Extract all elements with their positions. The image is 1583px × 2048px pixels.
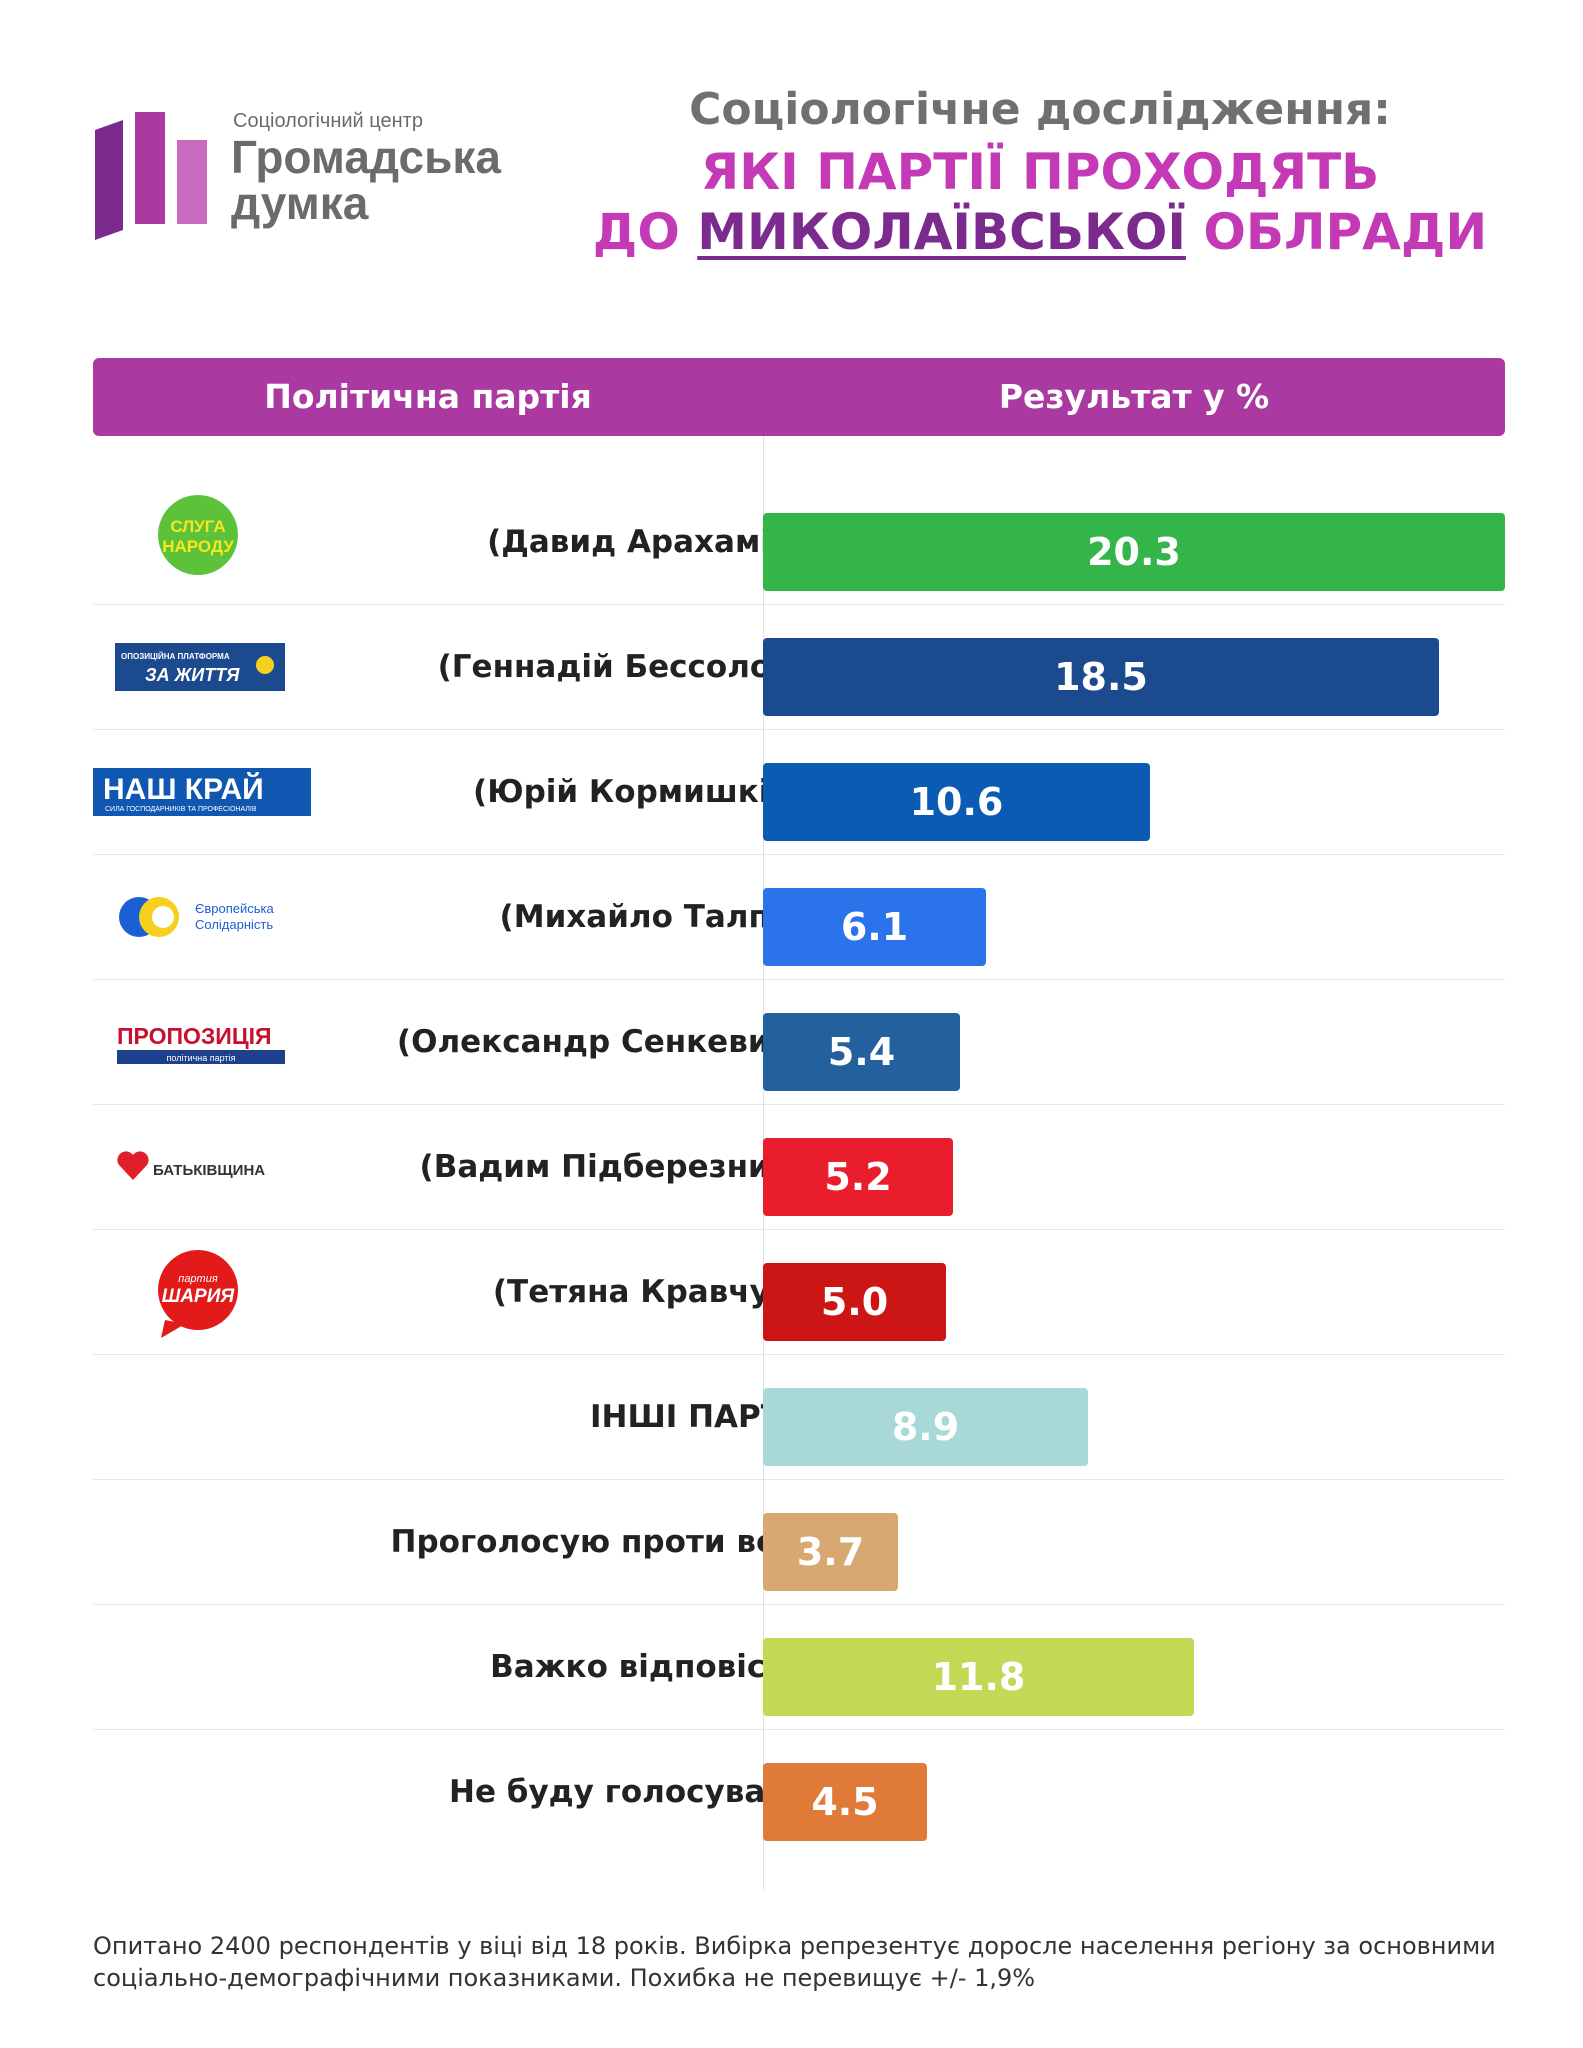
party-logo: Європейська Солідарність (93, 855, 313, 980)
bar: 5.2 (763, 1138, 953, 1216)
chart-row: СЛУГА НАРОДУ (Давид Арахамія) 20.3 (93, 480, 1505, 605)
svg-text:ШАРИЯ: ШАРИЯ (162, 1286, 236, 1307)
table-header: Політична партія Результат у % (93, 358, 1505, 436)
propozytsiia-logo-icon: ПРОПОЗИЦІЯ політична партія (117, 1023, 285, 1064)
svg-text:СЛУГА: СЛУГА (170, 517, 225, 536)
chart-row: ІНШІ ПАРТІЇ 8.9 (93, 1355, 1505, 1480)
headline-line3-pre: ДО (592, 203, 698, 261)
svg-text:НАШ КРАЙ: НАШ КРАЙ (103, 772, 264, 806)
category-label: (Давид Арахамія) (487, 524, 805, 560)
row-separator (93, 729, 1505, 730)
bar: 6.1 (763, 888, 986, 966)
category-label: (Михайло Талпа) (499, 899, 805, 935)
chart-row: ОПОЗИЦІЙНА ПЛАТФОРМА ЗА ЖИТТЯ (Геннадій Бе… (93, 605, 1505, 730)
row-separator (93, 1479, 1505, 1480)
bar: 4.5 (763, 1763, 927, 1841)
svg-text:ПРОПОЗИЦІЯ: ПРОПОЗИЦІЯ (117, 1023, 272, 1049)
bar: 5.4 (763, 1013, 960, 1091)
brand-bars-icon (95, 112, 207, 240)
brand-name: Громадська думка (231, 131, 501, 229)
category-label: Не буду голосувати (449, 1774, 805, 1810)
svg-text:Європейська: Європейська (195, 901, 274, 916)
svg-text:НАРОДУ: НАРОДУ (162, 537, 234, 556)
batkivshchyna-logo-icon: БАТЬКІВЩИНА (117, 1151, 265, 1180)
svg-text:СИЛА ГОСПОДАРНИКІВ ТА ПРОФЕСІО: СИЛА ГОСПОДАРНИКІВ ТА ПРОФЕСІОНАЛІВ (105, 806, 257, 813)
party-logo: СЛУГА НАРОДУ (93, 480, 313, 605)
row-separator (93, 1354, 1505, 1355)
party-logo: ОПОЗИЦІЙНА ПЛАТФОРМА ЗА ЖИТТЯ (93, 605, 313, 730)
bar: 20.3 (763, 513, 1505, 591)
brand-logo: Соціологічний центр Громадська думка (95, 110, 501, 250)
svg-text:ЗА ЖИТТЯ: ЗА ЖИТТЯ (145, 665, 240, 685)
headline-line3-post: ОБЛРАДИ (1185, 203, 1488, 261)
svg-text:ОПОЗИЦІЙНА ПЛАТФОРМА: ОПОЗИЦІЙНА ПЛАТФОРМА (121, 652, 230, 661)
chart-row: ПРОПОЗИЦІЯ політична партія (Олександр Сен… (93, 980, 1505, 1105)
party-logo: ПРОПОЗИЦІЯ політична партія (93, 980, 313, 1105)
chart-row: Європейська Солідарність (Михайло Талпа) 6.… (93, 855, 1505, 980)
svg-text:партия: партия (178, 1273, 218, 1285)
chart-row: Проголосую проти всіх 3.7 (93, 1480, 1505, 1605)
opzzh-logo-icon: ОПОЗИЦІЙНА ПЛАТФОРМА ЗА ЖИТТЯ (115, 643, 285, 691)
bar: 5.0 (763, 1263, 946, 1341)
bar: 8.9 (763, 1388, 1088, 1466)
headline-line2: ЯКІ ПАРТІЇ ПРОХОДЯТЬ (700, 143, 1380, 201)
column-header-party: Політична партія (264, 377, 592, 416)
category-label: (Геннадій Бессолов) (437, 649, 805, 685)
brand-subtitle: Соціологічний центр (233, 110, 423, 132)
svg-text:Солідарність: Солідарність (195, 917, 273, 932)
category-label: Важко відповісти (490, 1649, 805, 1685)
row-separator (93, 854, 1505, 855)
category-label: (Юрій Кормишкін) (473, 774, 805, 810)
category-label: (Вадим Підберезник) (419, 1149, 805, 1185)
bar: 11.8 (763, 1638, 1194, 1716)
chart-row: Не буду голосувати 4.5 (93, 1730, 1505, 1855)
category-label: (Олександр Сенкевич) (396, 1024, 805, 1060)
chart-row: БАТЬКІВЩИНА (Вадим Підберезник) 5.2 (93, 1105, 1505, 1230)
chart-row: Важко відповісти 11.8 (93, 1605, 1505, 1730)
party-logo: БАТЬКІВЩИНА (93, 1105, 313, 1230)
row-separator (93, 1104, 1505, 1105)
bar: 3.7 (763, 1513, 898, 1591)
row-separator (93, 1604, 1505, 1605)
chart-row: партия ШАРИЯ (Тетяна Кравчук) 5.0 (93, 1230, 1505, 1355)
category-label: Проголосую проти всіх (390, 1524, 805, 1560)
category-label: (Тетяна Кравчук) (492, 1274, 805, 1310)
row-separator (93, 979, 1505, 980)
party-logo: НАШ КРАЙ СИЛА ГОСПОДАРНИКІВ ТА ПРОФЕСІОНА… (93, 730, 313, 855)
svg-text:політична партія: політична партія (167, 1053, 236, 1063)
headline-line3: ДО МИКОЛАЇВСЬКОЇ ОБЛРАДИ (500, 202, 1580, 262)
headline-highlight: МИКОЛАЇВСЬКОЇ (697, 203, 1186, 261)
bar: 10.6 (763, 763, 1150, 841)
column-header-result: Результат у % (998, 377, 1270, 416)
bar: 18.5 (763, 638, 1439, 716)
row-separator (93, 604, 1505, 605)
chart-row: НАШ КРАЙ СИЛА ГОСПОДАРНИКІВ ТА ПРОФЕСІОНА… (93, 730, 1505, 855)
footnote: Опитано 2400 респондентів у віці від 18 … (93, 1932, 1496, 1992)
svg-text:БАТЬКІВЩИНА: БАТЬКІВЩИНА (153, 1162, 265, 1179)
headline-line1: Соціологічне дослідження: (689, 84, 1391, 135)
row-separator (93, 1729, 1505, 1730)
row-separator (93, 1229, 1505, 1230)
party-logo: партия ШАРИЯ (93, 1230, 313, 1355)
headline: Соціологічне дослідження: ЯКІ ПАРТІЇ ПРО… (500, 84, 1580, 262)
